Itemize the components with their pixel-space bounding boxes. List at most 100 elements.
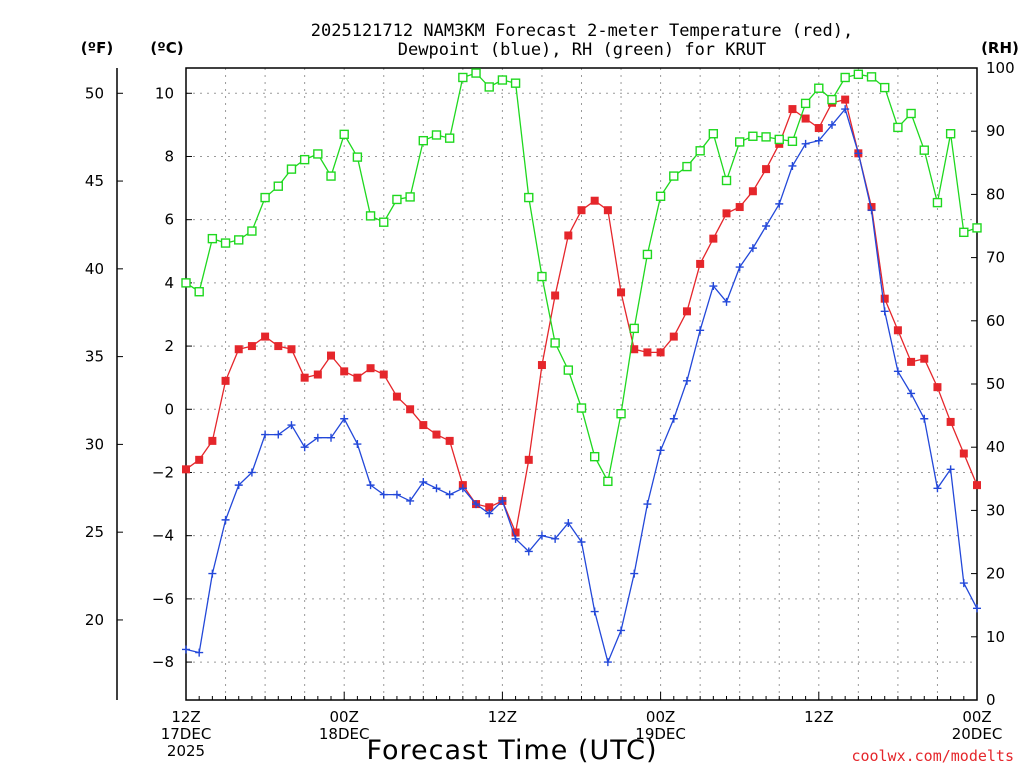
- rh-point: [616, 409, 626, 419]
- time-tick-label: 12Z: [804, 708, 833, 726]
- rh-point: [194, 287, 204, 297]
- fahrenheit-tick-label: 50: [85, 84, 104, 102]
- temperature-point: [959, 449, 968, 458]
- temperature-point: [682, 307, 691, 316]
- rh-line: [185, 72, 978, 484]
- dewpoint-point: [617, 626, 626, 635]
- dewpoint-point: [577, 538, 586, 546]
- rh-point: [563, 365, 574, 375]
- fahrenheit-tick-label: 25: [85, 523, 104, 541]
- rh-point: [484, 82, 494, 92]
- rh-point: [735, 137, 745, 147]
- rh-point: [866, 72, 877, 82]
- dewpoint-point: [709, 282, 718, 291]
- dewpoint-point: [313, 433, 322, 442]
- rh-point: [774, 134, 784, 145]
- rh-point: [695, 146, 705, 156]
- rh-point: [339, 129, 349, 140]
- fahrenheit-axis: 20 25 30 35 40 45 50: [85, 68, 123, 700]
- celsius-tick-label: 10: [155, 84, 174, 102]
- rh-point: [181, 278, 191, 288]
- rh-point: [603, 476, 613, 487]
- dewpoint-point: [564, 519, 573, 528]
- temperature-point: [247, 342, 256, 351]
- rh-point: [497, 75, 508, 85]
- dewpoint-point: [643, 500, 652, 509]
- time-tick-label: 2025: [167, 742, 205, 760]
- dewpoint-point: [419, 477, 428, 486]
- temperature-point: [234, 345, 243, 354]
- dewpoint-point: [472, 500, 481, 509]
- temperature-point: [432, 430, 441, 439]
- dewpoint-point: [498, 496, 507, 505]
- temperature-point: [722, 209, 731, 218]
- rh-point: [721, 175, 732, 186]
- rh-point: [682, 161, 692, 172]
- dewpoint-point: [973, 604, 981, 613]
- rh-point: [959, 227, 969, 238]
- dewpoint-point: [801, 139, 810, 148]
- rh-point: [576, 403, 587, 413]
- rh-tick-label: 40: [986, 438, 1005, 456]
- temperature-point: [814, 124, 823, 133]
- fahrenheit-tick-label: 35: [85, 348, 104, 366]
- dewpoint-point: [274, 430, 283, 439]
- dewpoint-point: [696, 326, 705, 335]
- dewpoint-point: [775, 199, 784, 208]
- dewpoint-point: [392, 490, 401, 499]
- dewpoint-point: [841, 105, 850, 114]
- series-layer: [181, 68, 982, 667]
- temperature-point: [643, 348, 652, 357]
- rh-tick-label: 50: [986, 375, 1005, 393]
- rh-point: [853, 69, 864, 80]
- temperature-point: [287, 345, 296, 354]
- temperature-point: [511, 528, 520, 537]
- rh-point: [761, 132, 771, 142]
- dewpoint-point: [669, 414, 678, 423]
- rh-point: [207, 233, 218, 244]
- dewpoint-point: [221, 515, 230, 524]
- rh-point: [471, 68, 481, 78]
- rh-point: [444, 133, 455, 143]
- rh-point: [814, 83, 824, 93]
- temperature-point: [603, 206, 612, 215]
- celsius-tick-label: 6: [164, 211, 174, 229]
- dewpoint-point: [524, 547, 533, 556]
- rh-point: [655, 191, 666, 201]
- temperature-point: [182, 465, 190, 474]
- celsius-tick-label: −6: [152, 590, 174, 608]
- dewpoint-point: [445, 490, 454, 499]
- dewpoint-point: [827, 120, 836, 129]
- temperature-point: [590, 196, 599, 205]
- rh-point: [800, 98, 811, 109]
- dewpoint-point: [946, 465, 955, 474]
- temperature-point: [208, 436, 217, 445]
- temperature-point: [353, 373, 362, 382]
- dewpoint-point: [880, 307, 889, 316]
- temperature-point: [340, 367, 349, 376]
- temperature-point: [392, 392, 401, 401]
- rh-point: [260, 192, 270, 203]
- rh-point: [972, 223, 982, 233]
- x-axis-title: Forecast Time (UTC): [366, 735, 657, 766]
- dewpoint-point: [366, 481, 375, 490]
- dewpoint-point: [814, 136, 823, 145]
- temperature-point: [762, 165, 771, 174]
- series-rh: [181, 68, 982, 487]
- dewpoint-point: [867, 206, 876, 215]
- temperature-point: [261, 332, 270, 341]
- temperature-point: [564, 231, 573, 240]
- temperature-point: [709, 234, 718, 243]
- celsius-tick-label: 4: [164, 274, 174, 292]
- celsius-tick-label: −2: [152, 463, 174, 481]
- temperature-point: [366, 364, 375, 373]
- rh-point: [893, 122, 903, 133]
- chart-title-line2: Dewpoint (blue), RH (green) for KRUT: [398, 40, 766, 60]
- fahrenheit-unit-label: (ºF): [81, 39, 113, 57]
- dewpoint-point: [722, 297, 731, 306]
- dewpoint-point: [511, 534, 520, 543]
- dewpoint-point: [247, 468, 256, 477]
- dewpoint-point: [656, 446, 665, 455]
